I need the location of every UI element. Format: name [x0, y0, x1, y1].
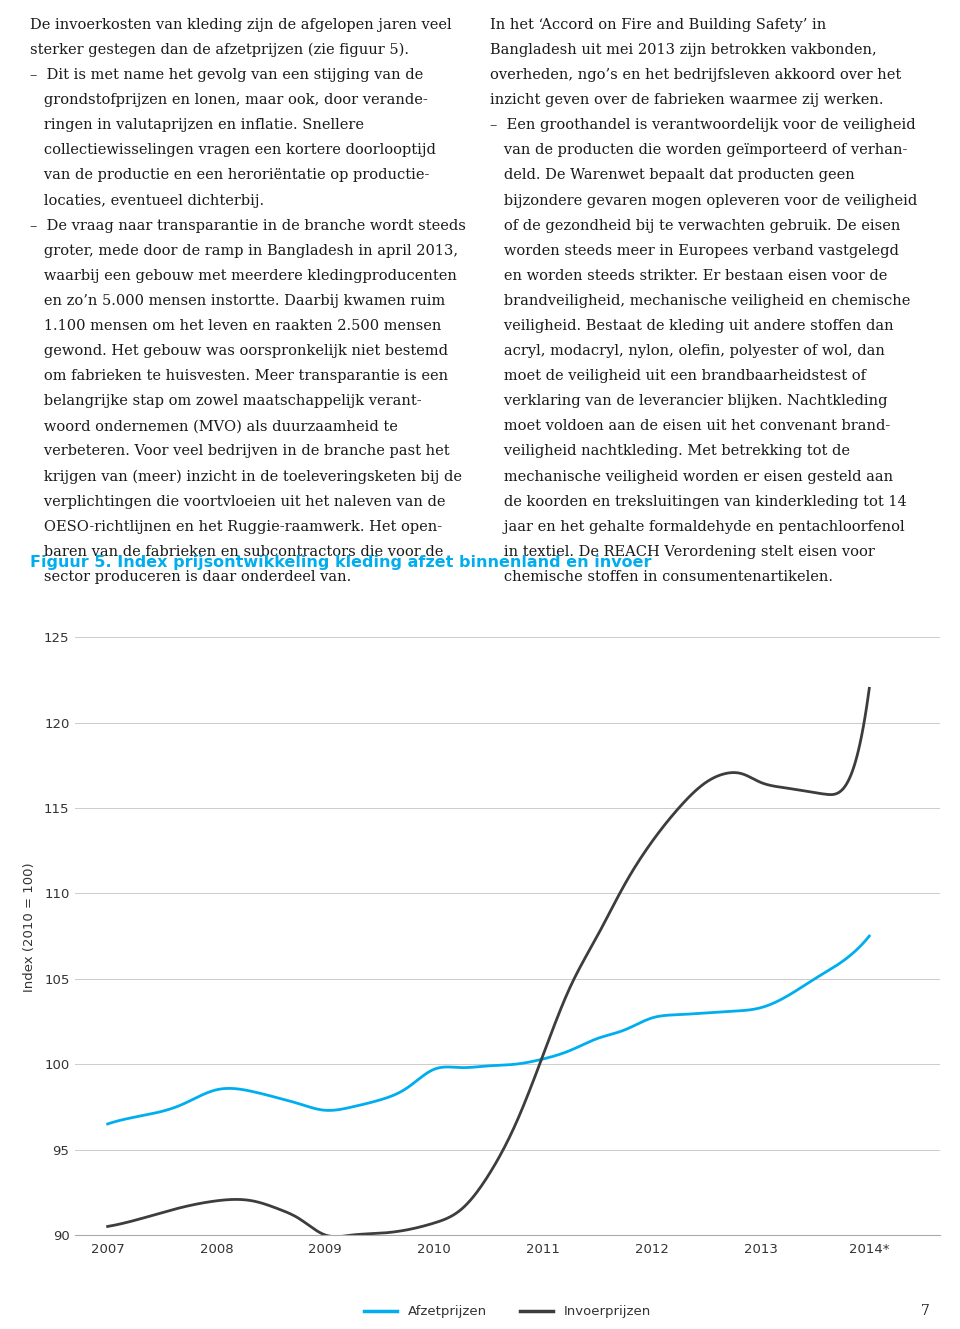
Text: jaar en het gehalte formaldehyde en pentachloorfenol: jaar en het gehalte formaldehyde en pent…	[490, 520, 904, 534]
Text: bijzondere gevaren mogen opleveren voor de veiligheid: bijzondere gevaren mogen opleveren voor …	[490, 194, 917, 207]
Text: sector produceren is daar onderdeel van.: sector produceren is daar onderdeel van.	[30, 570, 351, 583]
Text: –  Een groothandel is verantwoordelijk voor de veiligheid: – Een groothandel is verantwoordelijk vo…	[490, 118, 916, 133]
Text: of de gezondheid bij te verwachten gebruik. De eisen: of de gezondheid bij te verwachten gebru…	[490, 219, 900, 233]
Text: in textiel. De REACH Verordening stelt eisen voor: in textiel. De REACH Verordening stelt e…	[490, 545, 875, 558]
Text: baren van de fabrieken en subcontractors die voor de: baren van de fabrieken en subcontractors…	[30, 545, 444, 558]
Text: OESO-richtlijnen en het Ruggie-raamwerk. Het open-: OESO-richtlijnen en het Ruggie-raamwerk.…	[30, 520, 443, 534]
Text: woord ondernemen (MVO) als duurzaamheid te: woord ondernemen (MVO) als duurzaamheid …	[30, 420, 397, 433]
Text: 1.100 mensen om het leven en raakten 2.500 mensen: 1.100 mensen om het leven en raakten 2.5…	[30, 319, 442, 334]
Text: van de productie en een heroriëntatie op productie-: van de productie en een heroriëntatie op…	[30, 169, 429, 182]
Text: worden steeds meer in Europees verband vastgelegd: worden steeds meer in Europees verband v…	[490, 243, 899, 258]
Text: verbeteren. Voor veel bedrijven in de branche past het: verbeteren. Voor veel bedrijven in de br…	[30, 444, 449, 459]
Text: ringen in valutaprijzen en inflatie. Snellere: ringen in valutaprijzen en inflatie. Sne…	[30, 118, 364, 133]
Text: moet de veiligheid uit een brandbaarheidstest of: moet de veiligheid uit een brandbaarheid…	[490, 369, 866, 383]
Text: sterker gestegen dan de afzetprijzen (zie figuur 5).: sterker gestegen dan de afzetprijzen (zi…	[30, 43, 409, 57]
Text: Bangladesh uit mei 2013 zijn betrokken vakbonden,: Bangladesh uit mei 2013 zijn betrokken v…	[490, 43, 876, 57]
Text: verplichtingen die voortvloeien uit het naleven van de: verplichtingen die voortvloeien uit het …	[30, 494, 445, 509]
Text: deld. De Warenwet bepaalt dat producten geen: deld. De Warenwet bepaalt dat producten …	[490, 169, 854, 182]
Text: mechanische veiligheid worden er eisen gesteld aan: mechanische veiligheid worden er eisen g…	[490, 469, 893, 484]
Text: en zo’n 5.000 mensen instortte. Daarbij kwamen ruim: en zo’n 5.000 mensen instortte. Daarbij …	[30, 294, 445, 308]
Text: –  Dit is met name het gevolg van een stijging van de: – Dit is met name het gevolg van een sti…	[30, 68, 423, 82]
Text: veiligheid. Bestaat de kleding uit andere stoffen dan: veiligheid. Bestaat de kleding uit ander…	[490, 319, 894, 334]
Text: verklaring van de leverancier blijken. Nachtkleding: verklaring van de leverancier blijken. N…	[490, 395, 887, 408]
Text: om fabrieken te huisvesten. Meer transparantie is een: om fabrieken te huisvesten. Meer transpa…	[30, 369, 448, 383]
Text: collectiewisselingen vragen een kortere doorlooptijd: collectiewisselingen vragen een kortere …	[30, 144, 436, 157]
Text: inzicht geven over de fabrieken waarmee zij werken.: inzicht geven over de fabrieken waarmee …	[490, 93, 883, 108]
Text: van de producten die worden geïmporteerd of verhan-: van de producten die worden geïmporteerd…	[490, 144, 907, 157]
Text: waarbij een gebouw met meerdere kledingproducenten: waarbij een gebouw met meerdere kledingp…	[30, 268, 457, 283]
Text: acryl, modacryl, nylon, olefin, polyester of wol, dan: acryl, modacryl, nylon, olefin, polyeste…	[490, 344, 885, 358]
Text: moet voldoen aan de eisen uit het convenant brand-: moet voldoen aan de eisen uit het conven…	[490, 420, 890, 433]
Text: brandveiligheid, mechanische veiligheid en chemische: brandveiligheid, mechanische veiligheid …	[490, 294, 910, 308]
Text: 7: 7	[921, 1304, 929, 1318]
Text: en worden steeds strikter. Er bestaan eisen voor de: en worden steeds strikter. Er bestaan ei…	[490, 268, 887, 283]
Text: de koorden en treksluitingen van kinderkleding tot 14: de koorden en treksluitingen van kinderk…	[490, 494, 907, 509]
Text: In het ‘Accord on Fire and Building Safety’ in: In het ‘Accord on Fire and Building Safe…	[490, 19, 827, 32]
Text: locaties, eventueel dichterbij.: locaties, eventueel dichterbij.	[30, 194, 264, 207]
Y-axis label: Index (2010 = 100): Index (2010 = 100)	[23, 863, 36, 993]
Text: belangrijke stap om zowel maatschappelijk verant-: belangrijke stap om zowel maatschappelij…	[30, 395, 421, 408]
Text: De invoerkosten van kleding zijn de afgelopen jaren veel: De invoerkosten van kleding zijn de afge…	[30, 19, 451, 32]
Text: gewond. Het gebouw was oorspronkelijk niet bestemd: gewond. Het gebouw was oorspronkelijk ni…	[30, 344, 448, 358]
Text: veiligheid nachtkleding. Met betrekking tot de: veiligheid nachtkleding. Met betrekking …	[490, 444, 850, 459]
Text: krijgen van (meer) inzicht in de toeleveringsketen bij de: krijgen van (meer) inzicht in de toeleve…	[30, 469, 462, 484]
Legend: Afzetprijzen, Invoerprijzen: Afzetprijzen, Invoerprijzen	[359, 1300, 656, 1324]
Text: groter, mede door de ramp in Bangladesh in april 2013,: groter, mede door de ramp in Bangladesh …	[30, 243, 458, 258]
Text: overheden, ngo’s en het bedrijfsleven akkoord over het: overheden, ngo’s en het bedrijfsleven ak…	[490, 68, 901, 82]
Text: Figuur 5. Index prijsontwikkeling kleding afzet binnenland en invoer: Figuur 5. Index prijsontwikkeling kledin…	[30, 556, 652, 570]
Text: chemische stoffen in consumentenartikelen.: chemische stoffen in consumentenartikele…	[490, 570, 833, 583]
Text: –  De vraag naar transparantie in de branche wordt steeds: – De vraag naar transparantie in de bran…	[30, 219, 466, 233]
Text: grondstofprijzen en lonen, maar ook, door verande-: grondstofprijzen en lonen, maar ook, doo…	[30, 93, 428, 108]
